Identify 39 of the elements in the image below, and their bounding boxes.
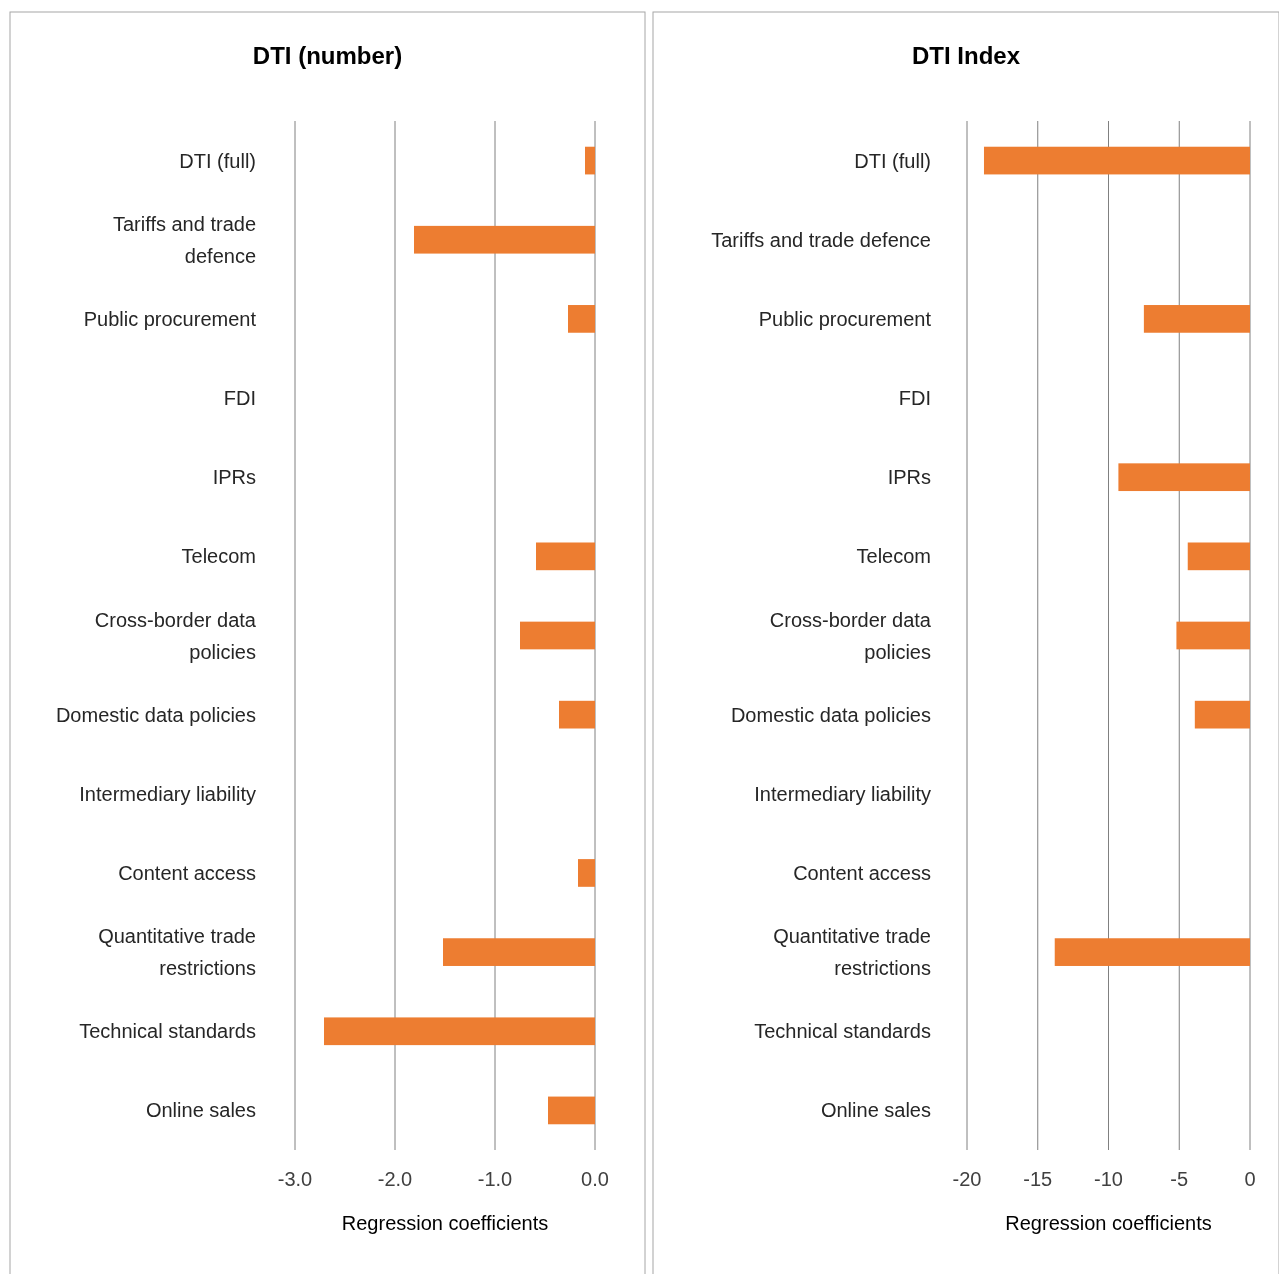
y-tick-label: Domestic data policies <box>55 703 256 726</box>
y-tick-label: Online sales <box>145 1099 256 1122</box>
y-tick-label: DTI (full) <box>854 149 931 172</box>
x-tick-label: -10 <box>1094 1168 1123 1190</box>
chart-title: DTI Index <box>911 42 1021 69</box>
x-tick-label: -15 <box>1023 1168 1053 1190</box>
y-tick-label: Intermediary liability <box>754 782 931 805</box>
x-tick-label: -5 <box>1170 1168 1189 1190</box>
y-tick-label: Cross-border data policies <box>94 608 257 663</box>
x-tick-label: 0.0 <box>581 1168 609 1190</box>
y-tick-label: Content access <box>793 861 931 884</box>
y-tick-label: Technical standards <box>79 1020 256 1043</box>
x-tick-label: -2.0 <box>377 1168 413 1190</box>
y-tick-label: Telecom <box>181 545 256 568</box>
y-tick-label: Public procurement <box>83 307 257 330</box>
y-tick-label: Quantitative trade restrictions <box>773 925 931 980</box>
y-tick-label: DTI (full) <box>179 149 256 172</box>
y-tick-label: IPRs <box>212 466 256 489</box>
y-tick-label: IPRs <box>887 466 931 489</box>
chart-title: DTI (number) <box>252 42 403 69</box>
y-tick-label: Tariffs and trade defence <box>711 228 931 251</box>
x-tick-label: 0 <box>1244 1168 1256 1190</box>
x-tick-label: -20 <box>952 1168 982 1190</box>
y-tick-label: Domestic data policies <box>730 703 931 726</box>
y-tick-label: Cross-border data policies <box>769 608 932 663</box>
y-tick-label: FDI <box>223 387 256 410</box>
x-tick-label: -1.0 <box>477 1168 513 1190</box>
x-axis-title: Regression coefficients <box>1005 1212 1212 1234</box>
y-tick-label: Online sales <box>820 1099 931 1122</box>
y-tick-label: Telecom <box>856 545 931 568</box>
x-tick-label: -3.0 <box>277 1168 313 1190</box>
y-tick-label: Public procurement <box>758 307 932 330</box>
y-tick-label: Intermediary liability <box>79 782 256 805</box>
y-tick-label: Tariffs and trade defence <box>112 212 256 267</box>
y-tick-label: FDI <box>898 387 931 410</box>
y-tick-label: Technical standards <box>754 1020 931 1043</box>
x-axis-title: Regression coefficients <box>341 1212 549 1234</box>
y-tick-label: Quantitative trade restrictions <box>98 925 256 980</box>
y-tick-label: Content access <box>118 861 256 884</box>
